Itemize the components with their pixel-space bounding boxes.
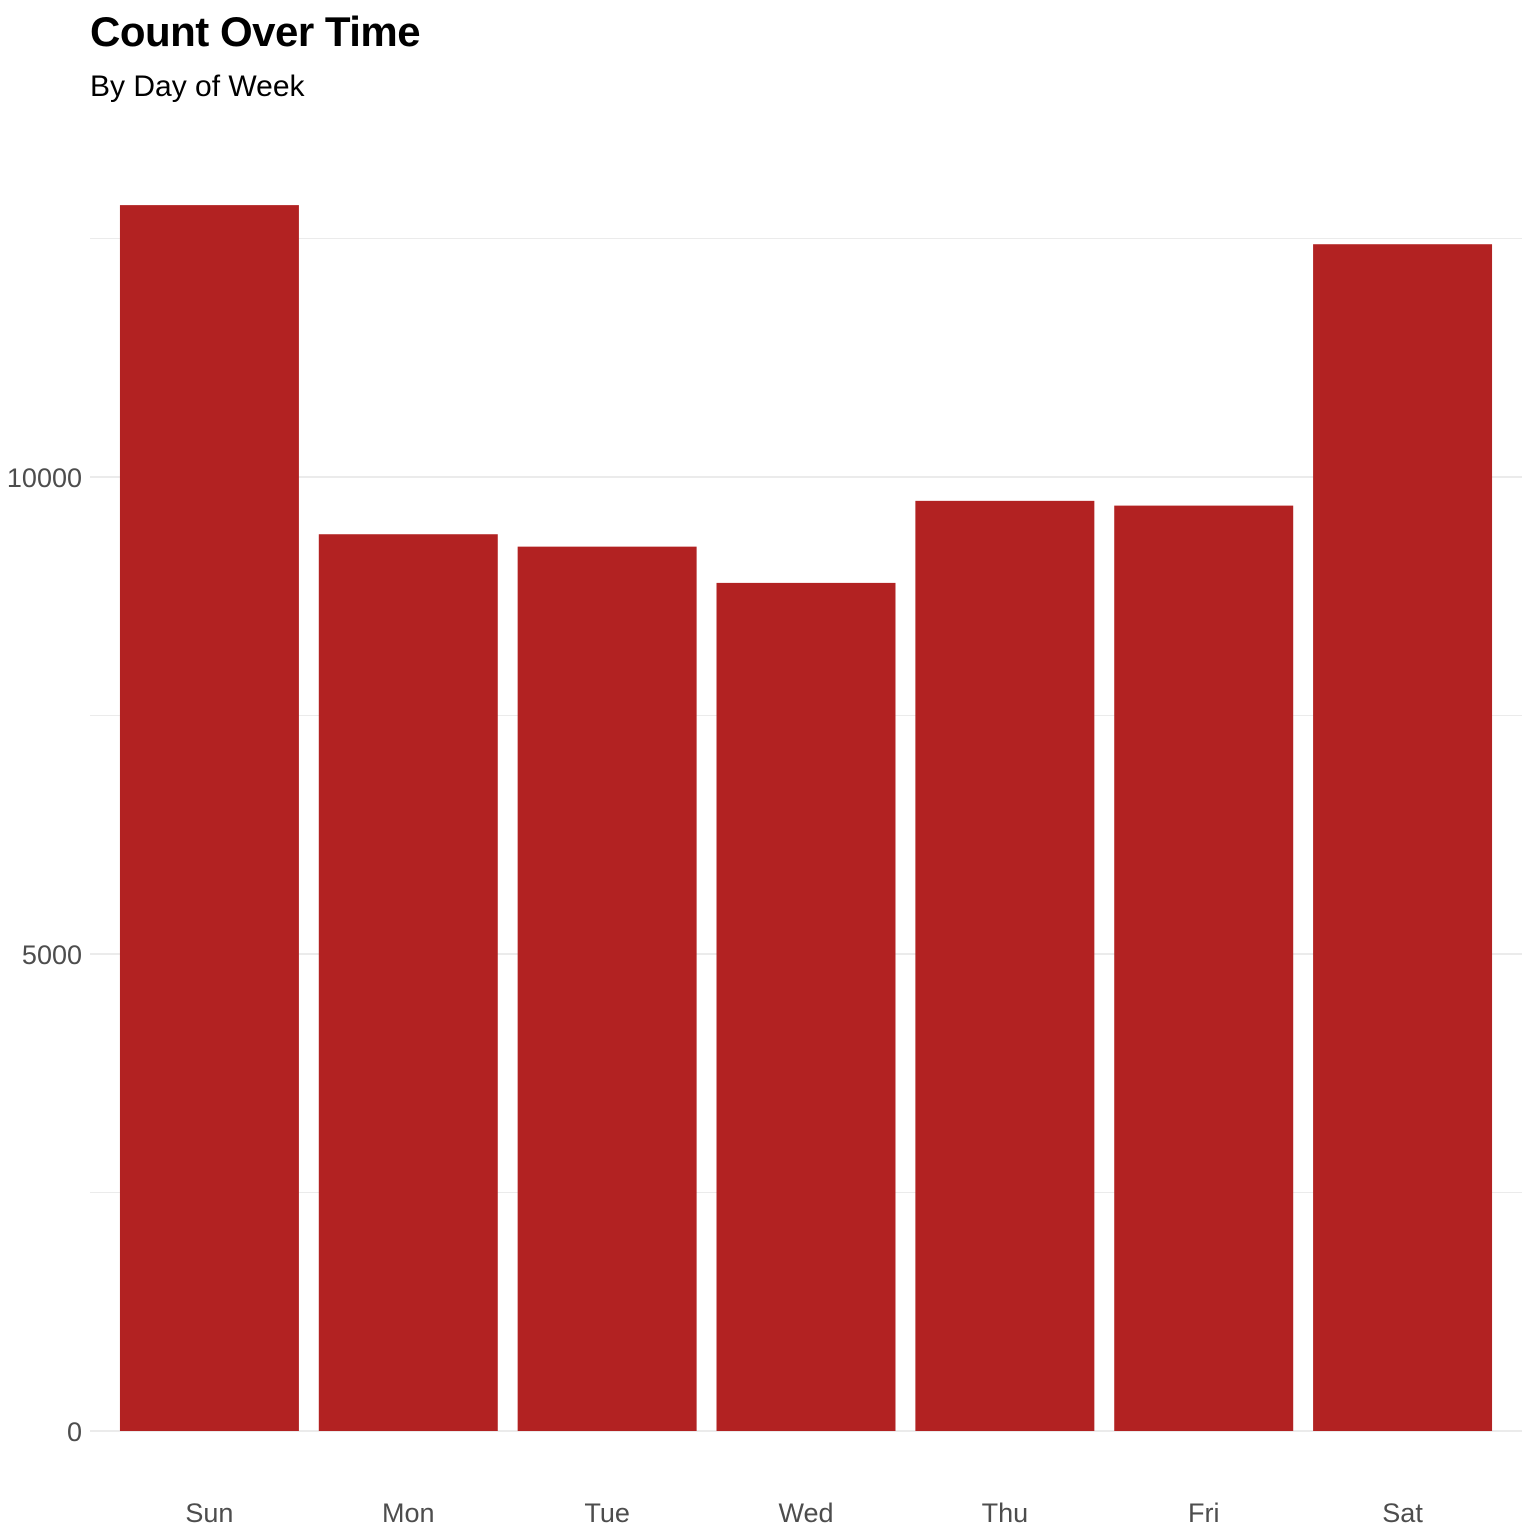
- bar-sun: [119, 205, 299, 1432]
- bar-sat: [1313, 244, 1493, 1431]
- chart-subtitle: By Day of Week: [90, 70, 305, 103]
- y-tick-label: 5000: [22, 940, 82, 970]
- x-axis-ticks: Sun Mon Tue Wed Thu Fri Sat: [185, 1498, 1423, 1528]
- bar-fri: [1114, 505, 1294, 1431]
- x-tick-label: Thu: [982, 1498, 1029, 1528]
- y-tick-label: 10000: [7, 463, 82, 493]
- bar-mon: [318, 534, 498, 1431]
- y-tick-label: 0: [67, 1417, 82, 1447]
- bars: [119, 205, 1493, 1432]
- x-tick-label: Wed: [778, 1498, 833, 1528]
- x-tick-label: Fri: [1188, 1498, 1219, 1528]
- y-axis-ticks: 0 5000 10000: [7, 463, 82, 1447]
- x-tick-label: Mon: [382, 1498, 435, 1528]
- x-tick-label: Tue: [584, 1498, 630, 1528]
- bar-tue: [517, 546, 697, 1431]
- bar-wed: [716, 582, 896, 1431]
- x-tick-label: Sat: [1382, 1498, 1423, 1528]
- x-tick-label: Sun: [185, 1498, 233, 1528]
- chart-title: Count Over Time: [90, 8, 421, 55]
- bar-thu: [915, 500, 1095, 1432]
